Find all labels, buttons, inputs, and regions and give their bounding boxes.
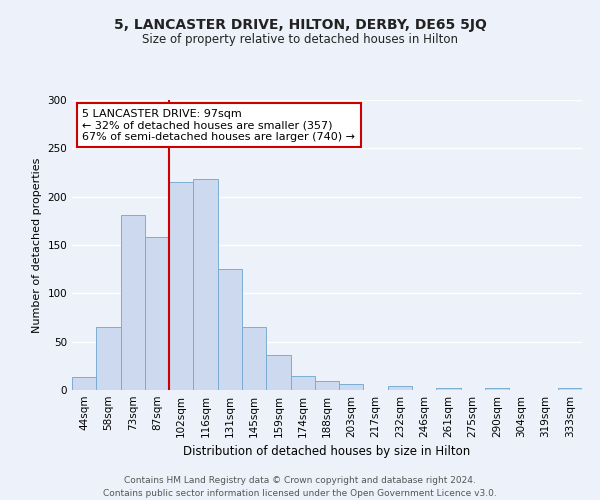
Bar — [290, 376, 315, 390]
Bar — [218, 269, 242, 390]
Bar — [169, 182, 193, 390]
Bar — [266, 355, 290, 390]
Text: Size of property relative to detached houses in Hilton: Size of property relative to detached ho… — [142, 32, 458, 46]
Bar — [96, 327, 121, 390]
X-axis label: Distribution of detached houses by size in Hilton: Distribution of detached houses by size … — [184, 446, 470, 458]
Bar — [388, 386, 412, 390]
Bar — [193, 180, 218, 390]
Bar — [145, 238, 169, 390]
Text: 5, LANCASTER DRIVE, HILTON, DERBY, DE65 5JQ: 5, LANCASTER DRIVE, HILTON, DERBY, DE65 … — [113, 18, 487, 32]
Bar — [339, 384, 364, 390]
Bar — [436, 388, 461, 390]
Text: 5 LANCASTER DRIVE: 97sqm
← 32% of detached houses are smaller (357)
67% of semi-: 5 LANCASTER DRIVE: 97sqm ← 32% of detach… — [82, 108, 355, 142]
Bar — [72, 378, 96, 390]
Y-axis label: Number of detached properties: Number of detached properties — [32, 158, 42, 332]
Bar — [242, 327, 266, 390]
Bar — [315, 382, 339, 390]
Bar — [121, 215, 145, 390]
Bar — [558, 388, 582, 390]
Bar — [485, 388, 509, 390]
Text: Contains HM Land Registry data © Crown copyright and database right 2024.
Contai: Contains HM Land Registry data © Crown c… — [103, 476, 497, 498]
